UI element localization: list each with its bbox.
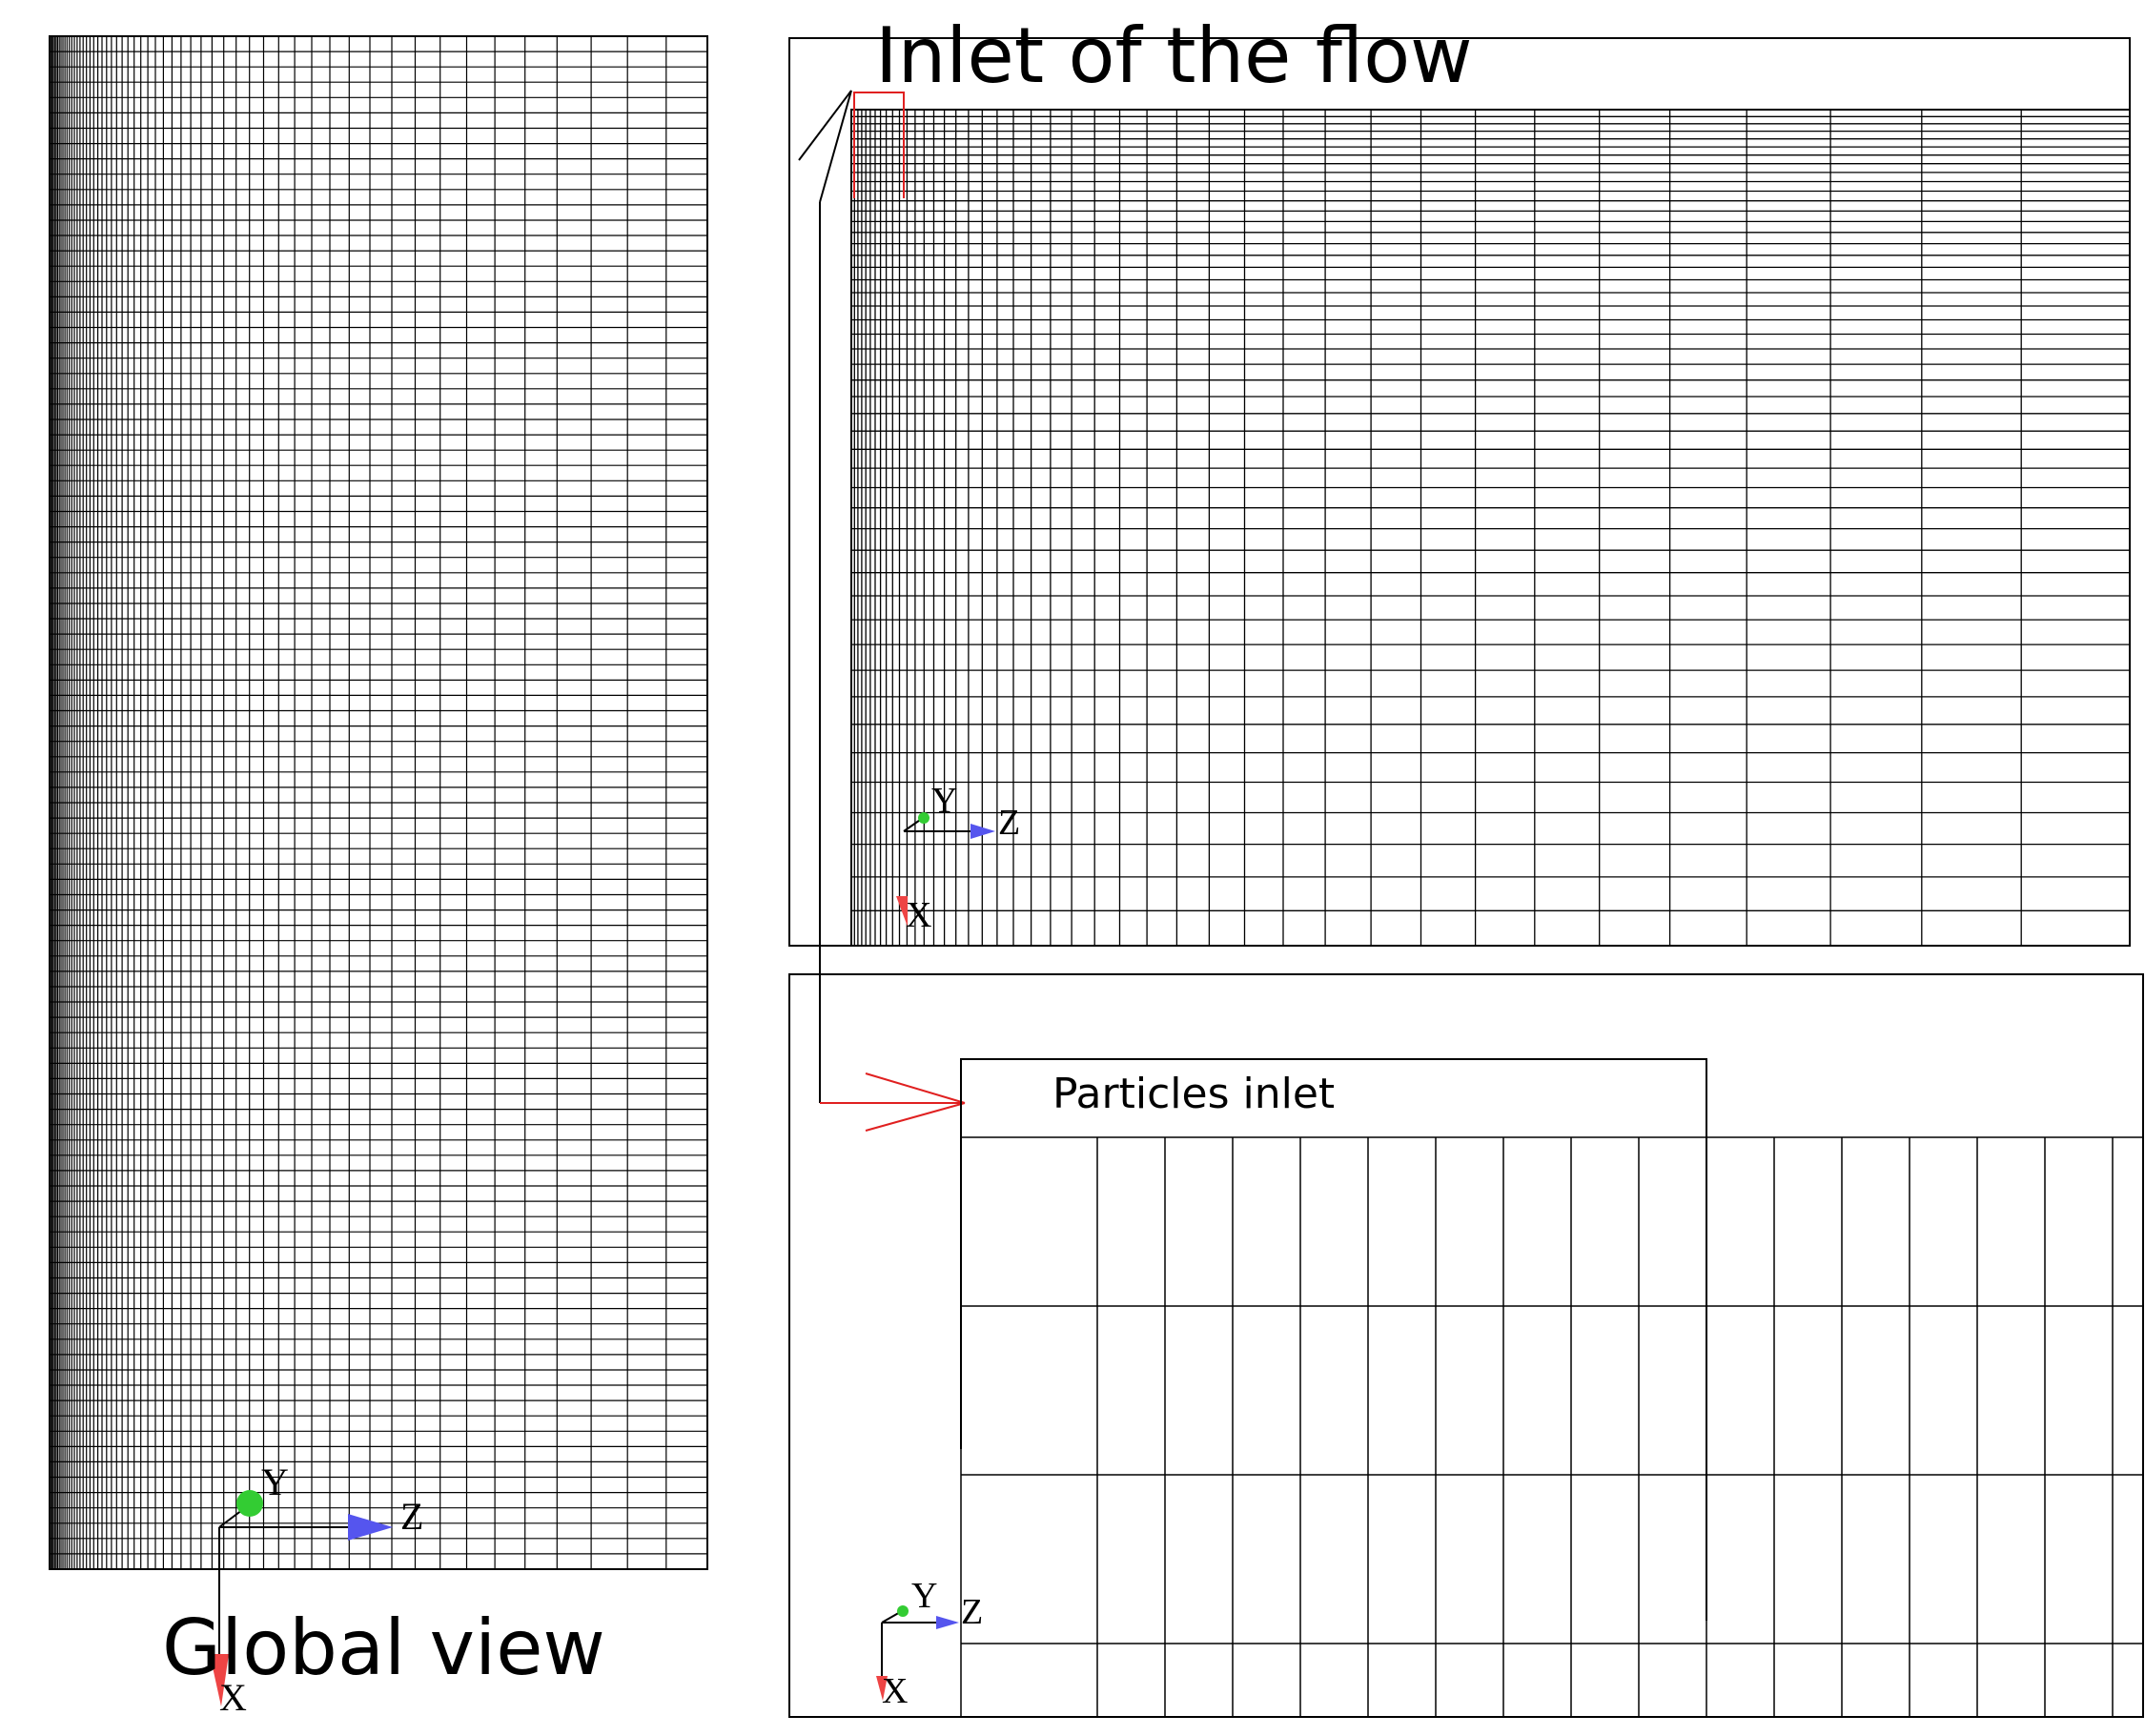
inlet-view-frame [788,37,2131,947]
y-axis-label: Y [261,1460,289,1503]
y-axis-label: Y [931,781,957,821]
inlet-view-panel [788,37,2131,947]
global-mesh-grid [50,36,708,1569]
y-axis-marker-icon [897,1605,909,1617]
particles-inlet-highlight [853,92,905,198]
leader-line [819,90,852,203]
z-axis-label: Z [961,1592,983,1632]
z-axis-arrow-icon [936,1616,959,1629]
particles-view-caption: Particles inlet [1052,1070,1335,1118]
z-axis-arrow-icon [970,824,995,839]
y-axis-label: Y [911,1576,937,1616]
x-axis-label: X [882,1671,908,1711]
pointer-arrowhead [865,1102,966,1132]
particles-inlet-outline [960,1058,1707,1621]
particles-mesh-grid [960,1136,2143,1717]
global-view-panel [49,35,708,1570]
y-axis-marker-icon [236,1490,263,1517]
global-view-caption: Global view [162,1603,605,1692]
y-axis-marker-icon [918,812,930,824]
x-axis-arrow-icon [210,1654,229,1706]
x-axis-label: X [219,1676,247,1719]
z-axis-label: Z [998,803,1020,843]
particles-view-panel [788,973,2144,1718]
pointer-arrowhead [865,1072,966,1104]
leader-lines [798,90,966,1132]
global-axis-triad: Y Z X [210,1460,423,1719]
particles-view-frame [788,973,2144,1718]
inlet-highlight-box [853,92,905,198]
inlet-axis-triad: Y Z X [896,781,1020,935]
x-axis-arrow-icon [896,896,908,927]
z-axis-arrow-icon [348,1514,393,1541]
particles-axis-triad: Y Z X [876,1576,983,1711]
inlet-mesh-grid [851,110,2131,946]
x-axis-label: X [906,895,931,935]
global-view-frame [49,35,708,1570]
inlet-mesh-boundary [850,109,2131,947]
z-axis-label: Z [400,1495,423,1538]
inlet-view-caption: Inlet of the flow [875,11,1473,100]
x-axis-arrow-icon [876,1676,888,1701]
leader-line [798,90,852,161]
